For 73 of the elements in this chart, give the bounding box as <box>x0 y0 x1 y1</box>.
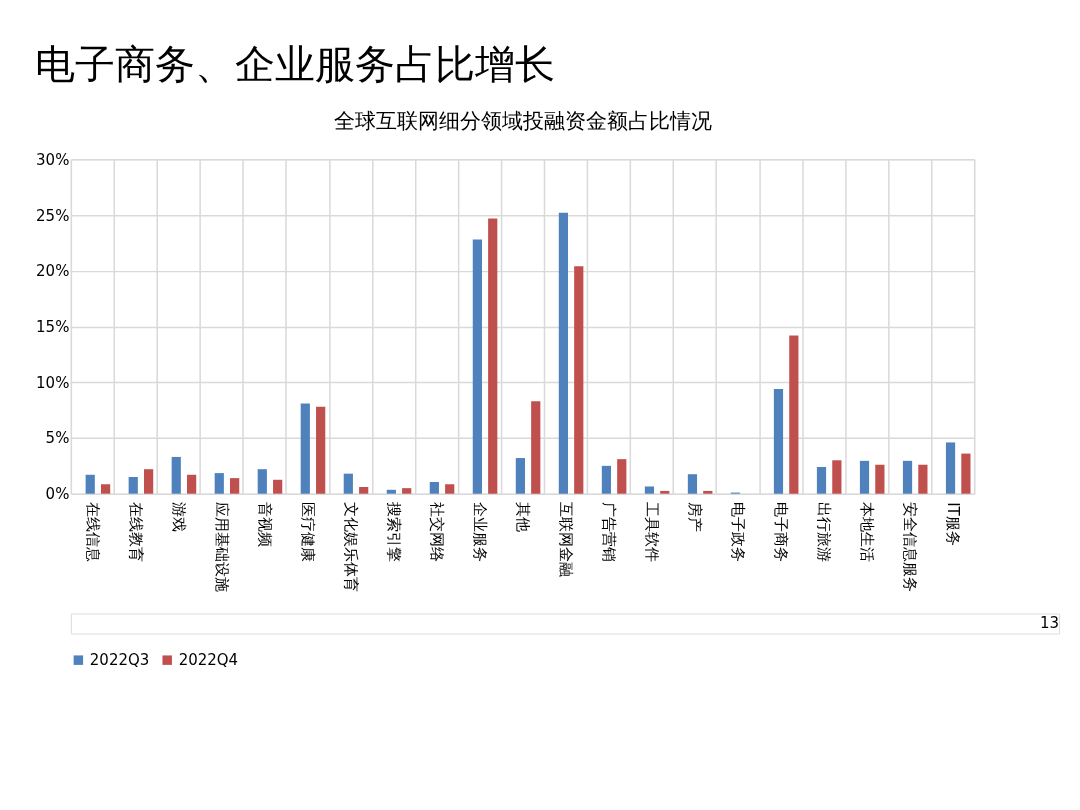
y-tick-label: 0% <box>45 485 70 504</box>
x-tick-label: 广告营销 <box>600 502 619 563</box>
x-tick-label: 在线教育 <box>126 502 145 563</box>
chart-subtitle: 全球互联网细分领域投融资金额占比情况 <box>333 109 712 134</box>
bar <box>687 474 698 494</box>
bar <box>402 488 412 494</box>
x-tick-label: 在线信息 <box>83 502 102 563</box>
x-tick-label: 应用基础设施 <box>212 502 231 593</box>
x-tick-label: 安全信息服务 <box>901 502 920 593</box>
bar <box>945 442 956 494</box>
bar <box>961 453 971 494</box>
x-tick-label: 游戏 <box>169 502 188 533</box>
y-tick-label: 20% <box>36 262 70 281</box>
bar <box>601 465 612 494</box>
x-tick-label: 房产 <box>686 502 705 533</box>
bar <box>230 478 240 494</box>
bar <box>343 473 353 494</box>
x-tick-label: 其他 <box>514 502 533 533</box>
bar <box>85 474 95 494</box>
bar <box>386 489 396 494</box>
bar <box>100 484 111 494</box>
bar <box>300 403 310 494</box>
bar <box>558 212 569 494</box>
x-tick-label: 出行旅游 <box>815 502 834 563</box>
legend-label: 2022Q3 <box>89 651 150 670</box>
bar <box>273 479 283 494</box>
bar <box>644 486 655 494</box>
chart-title: 电子商务、企业服务占比增长 <box>35 40 556 87</box>
bar <box>257 469 267 494</box>
bar <box>918 464 928 494</box>
y-tick-label: 30% <box>36 150 70 169</box>
legend-label: 2022Q4 <box>178 651 239 670</box>
bar <box>617 459 627 494</box>
y-tick-label: 15% <box>36 318 70 337</box>
bar <box>859 460 870 494</box>
bar <box>773 388 784 494</box>
x-tick-label: 电子政务 <box>729 502 748 563</box>
bar <box>574 266 584 494</box>
x-tick-label: IT服务 <box>944 502 963 546</box>
text: 13 <box>1039 614 1060 633</box>
bar <box>144 469 154 494</box>
y-tick-label: 10% <box>36 373 70 392</box>
bar <box>488 218 498 494</box>
x-tick-label: 音视频 <box>255 502 274 548</box>
x-tick-label: 本地生活 <box>858 502 877 563</box>
bar <box>429 482 439 494</box>
x-tick-label: 搜索引擎 <box>384 502 403 563</box>
x-tick-label: 文化娱乐体育 <box>341 502 360 593</box>
bar <box>789 335 799 494</box>
bar <box>472 239 482 494</box>
x-tick-label: 工具软件 <box>643 502 662 563</box>
bar <box>445 484 455 494</box>
bar <box>660 490 670 494</box>
x-tick-label: 互联网金融 <box>557 502 576 578</box>
x-tick-label: 社交网络 <box>428 502 447 563</box>
x-tick-label: 企业服务 <box>471 502 490 563</box>
bar <box>902 460 913 494</box>
bar <box>875 464 885 494</box>
bar <box>816 466 827 494</box>
bar <box>531 401 541 494</box>
y-tick-label: 25% <box>36 206 70 225</box>
y-tick-label: 5% <box>45 429 70 448</box>
bar <box>187 474 197 494</box>
bar <box>316 406 326 494</box>
bar <box>703 490 713 494</box>
x-tick-label: 医疗健康 <box>298 502 317 563</box>
bar <box>359 487 369 494</box>
x-tick-label: 电子商务 <box>772 502 791 563</box>
bar <box>515 458 525 494</box>
bar <box>171 456 181 494</box>
bar <box>832 460 842 494</box>
bar <box>128 477 138 494</box>
bar <box>214 473 224 494</box>
